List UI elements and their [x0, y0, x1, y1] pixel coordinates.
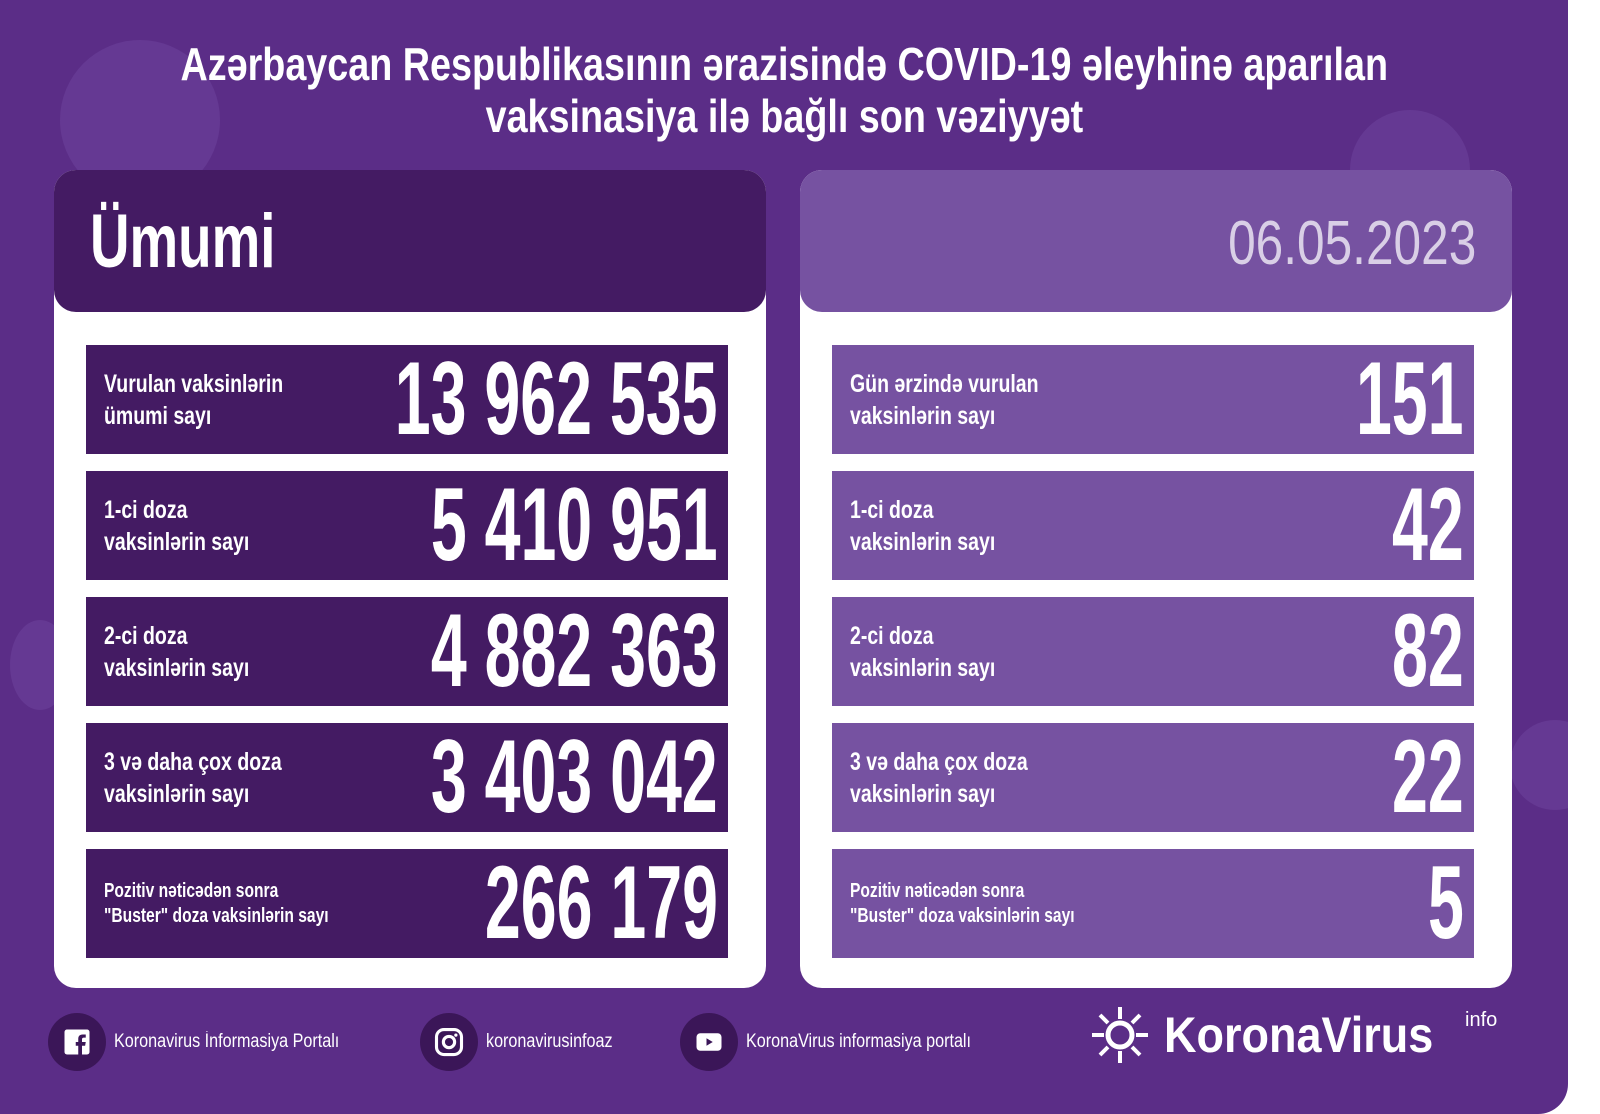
stat-label: 2-ci doza vaksinlərin sayı	[104, 621, 250, 682]
youtube-link[interactable]: KoronaVirus informasiya portalı	[680, 1012, 1011, 1072]
stat-value: 13 962 535	[395, 341, 718, 457]
daily-header: 06.05.2023	[800, 170, 1512, 312]
stat-value: 3 403 042	[431, 719, 718, 835]
stat-value: 22	[1392, 719, 1464, 835]
instagram-icon	[420, 1013, 478, 1071]
stat-value: 5 410 951	[431, 467, 718, 583]
youtube-icon	[680, 1013, 738, 1071]
youtube-label: KoronaVirus informasiya portalı	[746, 1031, 972, 1052]
instagram-link[interactable]: koronavirusinfoaz	[420, 1012, 635, 1072]
logo-name: KoronaVirus	[1164, 1007, 1434, 1063]
total-header: Ümumi	[54, 170, 766, 312]
logo-suffix: info	[1465, 1009, 1498, 1031]
stat-value: 151	[1356, 341, 1464, 457]
title-line-1: Azərbaycan Respublikasının ərazisində CO…	[180, 38, 1388, 90]
stat-value: 5	[1428, 845, 1464, 961]
sun-virus-icon	[1092, 1007, 1148, 1063]
stat-label: Pozitiv nəticədən sonra "Buster" doza va…	[850, 879, 1075, 927]
stat-row: Vurulan vaksinlərin ümumi sayı 13 962 535	[86, 345, 728, 454]
stat-label: Vurulan vaksinlərin ümumi sayı	[104, 369, 284, 430]
instagram-label: koronavirusinfoaz	[486, 1031, 613, 1052]
stat-row: 1-ci doza vaksinlərin sayı 5 410 951	[86, 471, 728, 580]
stat-label: Gün ərzində vurulan vaksinlərin sayı	[850, 369, 1039, 430]
koronavirus-logo: KoronaVirus info	[1090, 1005, 1497, 1065]
stat-label: 1-ci doza vaksinlərin sayı	[850, 495, 996, 556]
stat-row: Pozitiv nəticədən sonra "Buster" doza va…	[832, 849, 1474, 958]
stat-value: 266 179	[484, 845, 718, 961]
stat-row: 2-ci doza vaksinlərin sayı 4 882 363	[86, 597, 728, 706]
stat-row: Pozitiv nəticədən sonra "Buster" doza va…	[86, 849, 728, 958]
stat-value: 42	[1392, 467, 1464, 583]
stat-row: 3 və daha çox doza vaksinlərin sayı 22	[832, 723, 1474, 832]
stat-value: 4 882 363	[431, 593, 718, 709]
total-heading: Ümumi	[90, 199, 276, 284]
page-title: Azərbaycan Respublikasının ərazisində CO…	[0, 38, 1568, 142]
stat-row: Gün ərzində vurulan vaksinlərin sayı 151	[832, 345, 1474, 454]
stat-label: 1-ci doza vaksinlərin sayı	[104, 495, 250, 556]
stat-row: 2-ci doza vaksinlərin sayı 82	[832, 597, 1474, 706]
stat-label: 3 və daha çox doza vaksinlərin sayı	[850, 747, 1028, 808]
stat-label: 3 və daha çox doza vaksinlərin sayı	[104, 747, 282, 808]
stat-row: 1-ci doza vaksinlərin sayı 42	[832, 471, 1474, 580]
daily-card: 06.05.2023 Gün ərzində vurulan vaksinlər…	[800, 170, 1512, 988]
stat-value: 82	[1392, 593, 1464, 709]
stat-label: 2-ci doza vaksinlərin sayı	[850, 621, 996, 682]
total-card: Ümumi Vurulan vaksinlərin ümumi sayı 13 9…	[54, 170, 766, 988]
report-date: 06.05.2023	[1227, 209, 1476, 278]
facebook-label: Koronavirus İnformasiya Portalı	[114, 1031, 340, 1052]
facebook-link[interactable]: Koronavirus İnformasiya Portalı	[48, 1012, 379, 1072]
stat-label: Pozitiv nəticədən sonra "Buster" doza va…	[104, 879, 329, 927]
stat-row: 3 və daha çox doza vaksinlərin sayı 3 403…	[86, 723, 728, 832]
facebook-icon	[48, 1013, 106, 1071]
virus-decoration-icon	[1510, 720, 1568, 810]
title-line-2: vaksinasiya ilə bağlı son vəziyyət	[485, 90, 1083, 142]
